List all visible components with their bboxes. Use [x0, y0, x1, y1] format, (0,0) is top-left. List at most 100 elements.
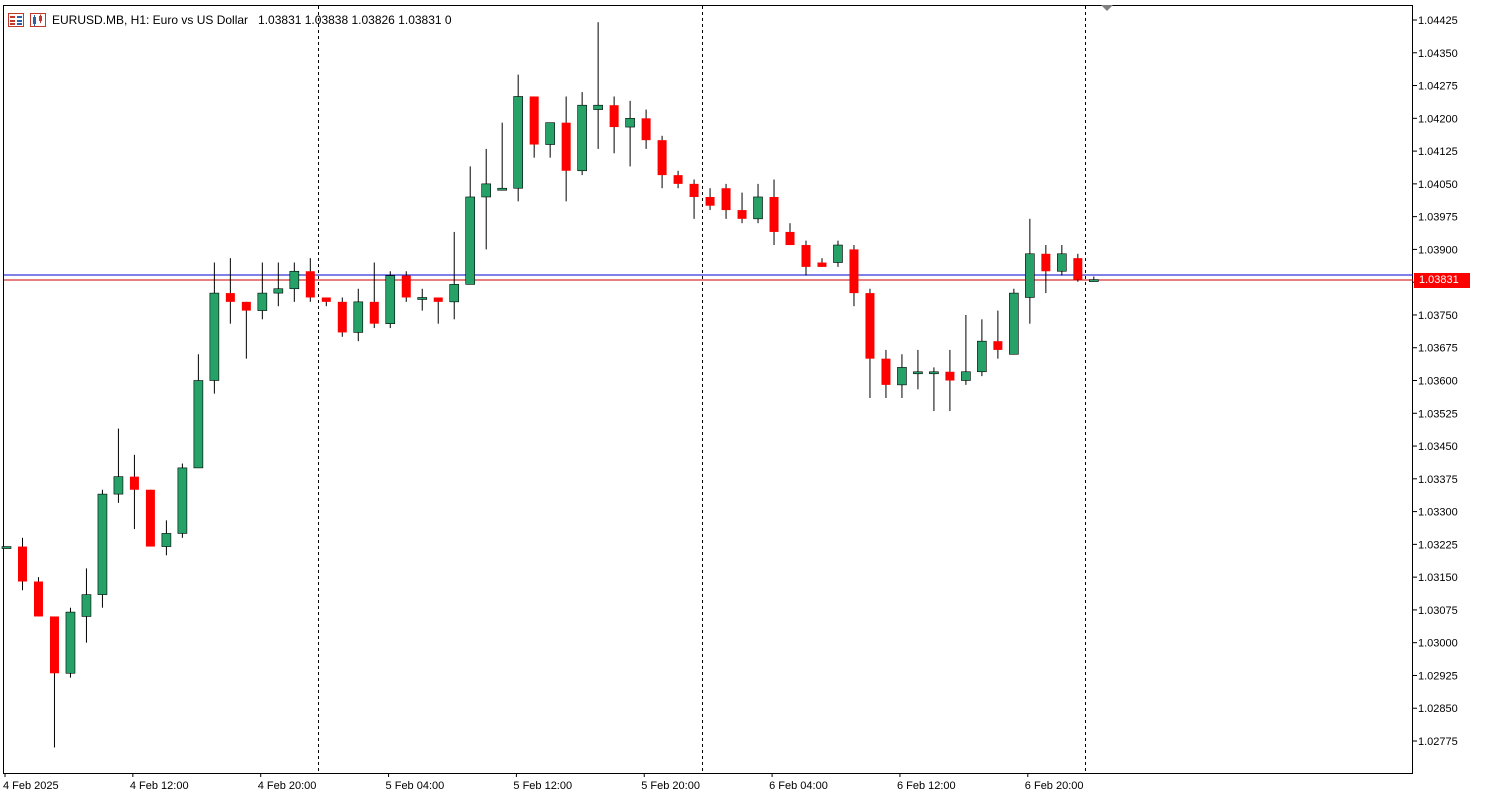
- bullish-candle-body: [833, 244, 843, 263]
- candle: [225, 258, 235, 324]
- candle: [257, 262, 268, 320]
- candle: [689, 179, 699, 219]
- bullish-candle-body: [177, 467, 188, 534]
- bullish-candle-body: [913, 371, 923, 375]
- time-tick-label: 6 Feb 12:00: [897, 780, 956, 792]
- candle: [81, 568, 92, 643]
- bullish-candle-body: [113, 476, 124, 495]
- bullish-candle-body: [161, 533, 172, 547]
- bearish-candle-body: [337, 301, 347, 333]
- candle: [129, 454, 139, 530]
- candle: [97, 489, 108, 608]
- candle: [1009, 288, 1019, 355]
- plot-area[interactable]: [3, 5, 1413, 774]
- candle: [33, 577, 43, 617]
- candle: [593, 22, 603, 149]
- bullish-candle-body: [257, 292, 268, 311]
- period-separators: [318, 6, 1086, 773]
- price-axis[interactable]: 1.04425 1.04350 1.04275 1.04200 1.04125 1.040…: [1413, 15, 1458, 748]
- candle: [1041, 245, 1051, 294]
- price-tick-label: 1.03900: [1418, 244, 1458, 256]
- time-axis[interactable]: 4 Feb 2025 4 Feb 12:00 4 Feb 20:00 5 Feb 04…: [3, 773, 1084, 792]
- candle: [305, 258, 315, 302]
- bullish-candle-body: [1057, 253, 1067, 272]
- candle: [321, 297, 331, 307]
- candle: [1089, 276, 1099, 282]
- bullish-candle-body: [961, 371, 971, 381]
- candle: [641, 109, 651, 149]
- candle: [1025, 218, 1035, 324]
- bearish-candle-body: [785, 231, 795, 246]
- candle: [1057, 245, 1067, 276]
- price-tick-label: 1.02775: [1418, 736, 1458, 748]
- ohlc-values: 1.03831 1.03838 1.03826 1.03831 0: [258, 13, 452, 27]
- bullish-candle-body: [1009, 292, 1019, 355]
- bullish-candle-body: [977, 340, 987, 373]
- bearish-candle-body: [769, 196, 779, 232]
- bullish-candle-body: [1025, 253, 1035, 298]
- bullish-candle-body: [465, 196, 476, 285]
- candle: [657, 135, 667, 189]
- candle: [625, 100, 635, 167]
- price-tick-label: 1.04350: [1418, 48, 1458, 60]
- price-tick-label: 1.03375: [1418, 474, 1458, 486]
- price-tick-label: 1.04425: [1418, 15, 1458, 27]
- bearish-candle-body: [801, 245, 811, 267]
- candle: [1, 546, 12, 549]
- bearish-candle-body: [945, 371, 955, 381]
- bearish-candle-body: [657, 140, 667, 176]
- candle: [609, 96, 619, 154]
- candle: [433, 297, 443, 324]
- candle: [801, 240, 811, 276]
- market-watch-icon[interactable]: [8, 13, 24, 27]
- bullish-candle-body: [625, 118, 635, 128]
- price-tick-label: 1.03750: [1418, 310, 1458, 322]
- candle: [449, 231, 460, 320]
- bullish-candle-body: [385, 275, 396, 324]
- bearish-candle-body: [737, 210, 747, 219]
- bearish-candle-body: [641, 118, 651, 141]
- chart-properties-icon[interactable]: [30, 13, 46, 27]
- candle: [193, 354, 204, 469]
- candle: [65, 607, 76, 678]
- candle: [513, 74, 523, 202]
- candle: [353, 288, 364, 342]
- candle: [769, 179, 779, 246]
- bullish-candle-body: [273, 288, 284, 294]
- candle: [289, 262, 300, 302]
- price-tick-label: 1.03525: [1418, 408, 1458, 420]
- chart-header: EURUSD.MB, H1: Euro vs US Dollar 1.03831…: [8, 11, 452, 29]
- candle: [913, 349, 923, 390]
- price-tick-label: 1.03150: [1418, 572, 1458, 584]
- bearish-candle-body: [721, 188, 731, 211]
- candle: [1073, 253, 1083, 282]
- bullish-candle-body: [1, 546, 12, 549]
- bullish-candle-body: [65, 611, 76, 674]
- candle: [481, 148, 492, 250]
- bearish-candle-body: [321, 297, 331, 302]
- bullish-candle-body: [513, 96, 523, 189]
- candle: [417, 288, 428, 311]
- candle: [673, 170, 683, 189]
- candle: [897, 354, 907, 398]
- price-tick-label: 1.04050: [1418, 179, 1458, 191]
- bullish-candle-body: [353, 301, 364, 333]
- bearish-candle-body: [433, 297, 443, 302]
- time-tick-label: 4 Feb 12:00: [130, 780, 189, 792]
- candle: [561, 96, 571, 202]
- bearish-candle-body: [993, 341, 1003, 350]
- price-tick-label: 1.02925: [1418, 670, 1458, 682]
- bullish-candle-body: [209, 292, 220, 381]
- price-tick-label: 1.03225: [1418, 539, 1458, 551]
- time-tick-label: 5 Feb 04:00: [386, 780, 445, 792]
- bullish-candle-body: [497, 187, 507, 191]
- bearish-candle-body: [609, 105, 619, 128]
- candle: [849, 245, 859, 307]
- chart-shift-marker-icon[interactable]: [1101, 5, 1113, 11]
- bullish-candle-body: [593, 104, 603, 110]
- bearish-candle-body: [241, 301, 251, 311]
- candle: [977, 319, 987, 377]
- bearish-candle-body: [1041, 253, 1051, 272]
